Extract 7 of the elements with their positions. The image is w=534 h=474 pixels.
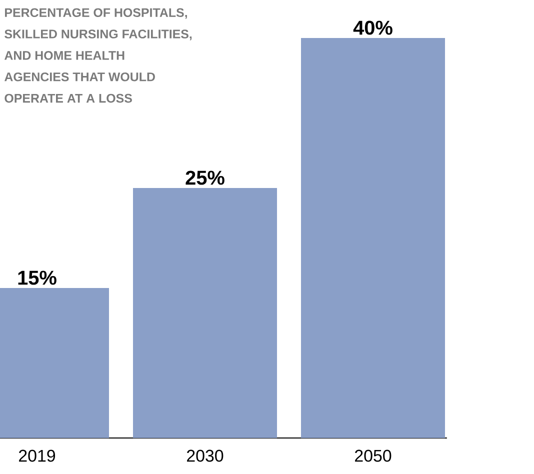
x-tick-label: 2050 — [355, 450, 392, 462]
data-label: 15% — [18, 270, 56, 285]
text: PERCENTAGE OF HOSPITALS, SKILLED NURSING FACILITIES, AND HOME HEALTH AGENCIES THAT WOULD OPERATE AT A LOSS — [4, 8, 192, 103]
x-tick-label: 2019 — [19, 450, 56, 462]
data-label: 25% — [186, 170, 224, 185]
data-label: 40% — [353, 20, 392, 35]
x-tick-label: 2030 — [187, 450, 224, 462]
